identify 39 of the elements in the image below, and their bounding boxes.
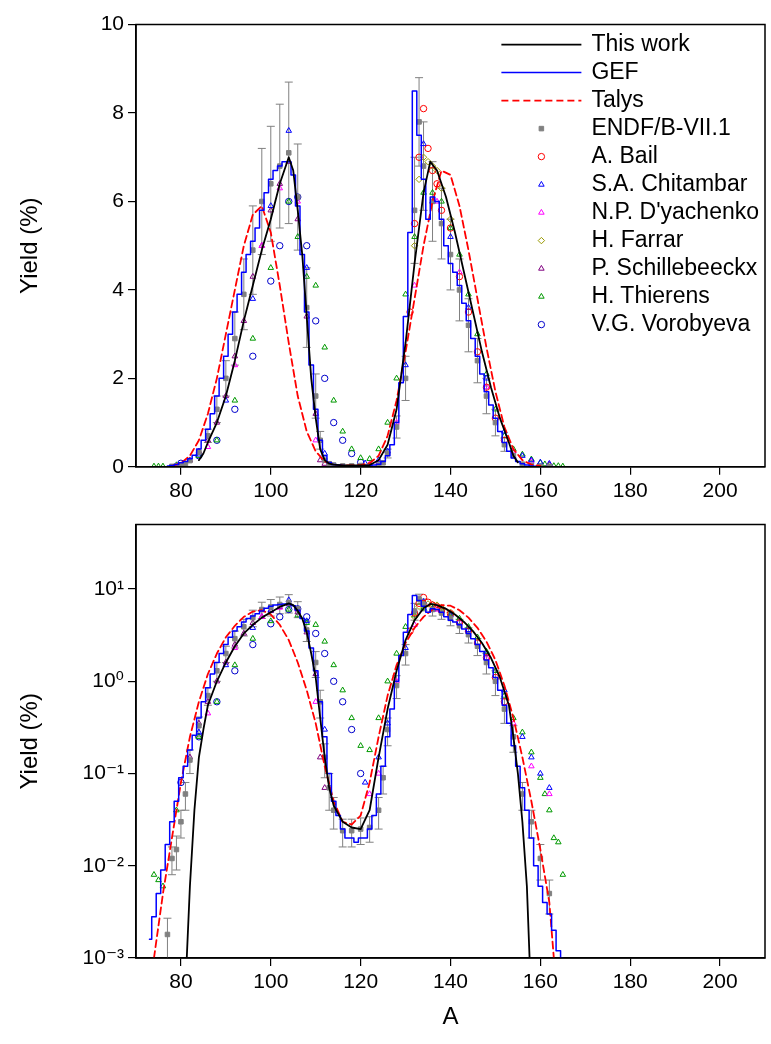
x-tick-label: 80	[169, 969, 193, 993]
legend-label: P. Schillebeeckx	[591, 253, 758, 280]
legend-label: GEF	[591, 57, 639, 84]
y-tick-label: 10⁻³	[82, 944, 125, 968]
y-tick-label: 6	[112, 188, 124, 212]
legend-label: Talys	[591, 85, 644, 112]
legend-label: H. Thierens	[591, 281, 710, 308]
x-tick-label: 180	[612, 478, 648, 502]
y-axis-title: Yield (%)	[15, 197, 43, 294]
x-tick-label: 200	[702, 478, 738, 502]
x-tick-label: 80	[169, 478, 193, 502]
x-tick-label: 120	[343, 969, 379, 993]
y-tick-label: 0	[112, 453, 124, 477]
legend-label: V.G. Vorobyeva	[591, 309, 751, 336]
y-tick-label: 4	[112, 276, 125, 300]
legend-label: S.A. Chitambar	[591, 169, 748, 196]
legend-label: A. Bail	[591, 141, 658, 168]
legend-label: ENDF/B-VII.1	[591, 113, 731, 140]
x-axis-title: A	[442, 1002, 459, 1030]
x-tick-label: 200	[702, 969, 738, 993]
x-tick-label: 180	[612, 969, 648, 993]
y-axis-title: Yield (%)	[15, 693, 43, 790]
x-tick-label: 140	[432, 478, 469, 502]
x-tick-label: 100	[253, 478, 289, 502]
x-tick-label: 160	[522, 478, 558, 502]
x-tick-label: 140	[432, 969, 469, 993]
y-tick-label: 10¹	[93, 575, 124, 599]
legend-label: This work	[591, 29, 691, 56]
y-tick-label: 2	[112, 365, 124, 389]
y-tick-label: 10⁰	[92, 668, 124, 692]
x-tick-label: 100	[253, 969, 289, 993]
legend-label: N.P. D'yachenko	[591, 197, 760, 224]
x-tick-label: 160	[522, 969, 558, 993]
x-tick-label: 120	[343, 478, 379, 502]
y-tick-label: 8	[112, 99, 124, 123]
y-tick-label: 10⁻²	[82, 852, 125, 876]
y-tick-label: 10	[100, 11, 124, 35]
y-tick-label: 10⁻¹	[82, 760, 125, 784]
legend-label: H. Farrar	[591, 225, 684, 252]
